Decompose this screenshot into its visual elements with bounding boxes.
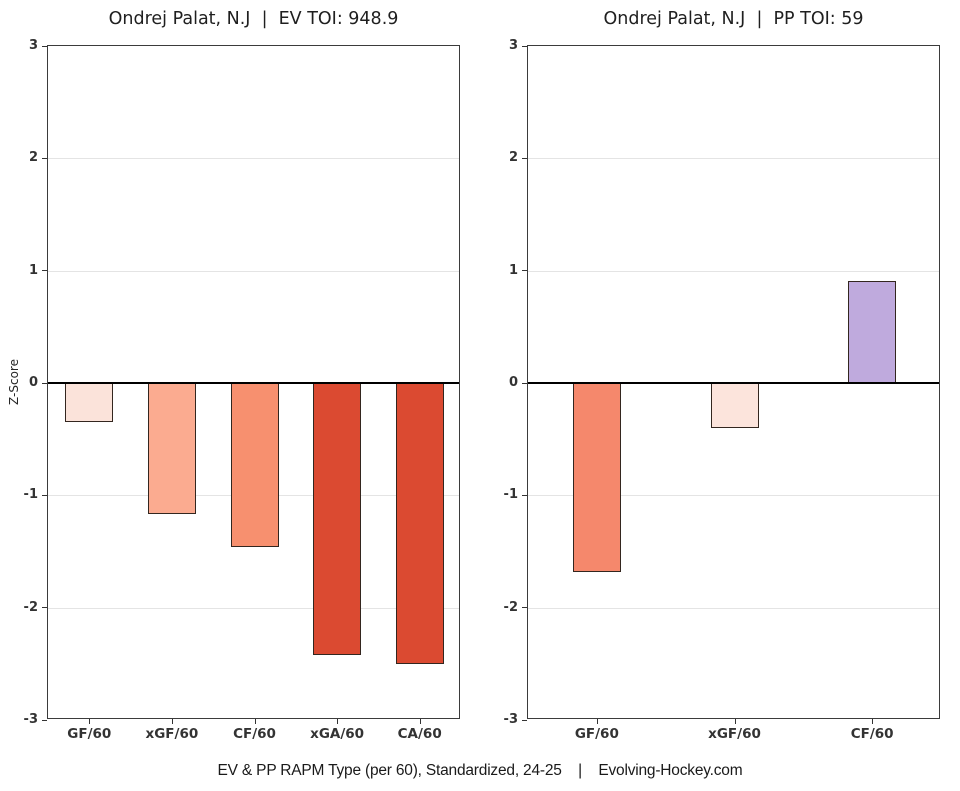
- x-tick-label: CF/60: [233, 726, 276, 742]
- x-tick-label: xGF/60: [708, 726, 761, 742]
- chart-title-pp: Ondrej Palat, N.J | PP TOI: 59: [603, 9, 864, 29]
- x-tick-label: CA/60: [397, 726, 442, 742]
- x-tick-mark: [254, 719, 256, 724]
- y-tick-label: -3: [503, 712, 518, 727]
- chart-title-ev: Ondrej Palat, N.J | EV TOI: 948.9: [108, 9, 399, 29]
- x-tick-label: GF/60: [67, 726, 112, 742]
- zero-line: [48, 382, 459, 384]
- y-tick-mark: [522, 607, 527, 609]
- y-tick-label: -3: [23, 712, 38, 727]
- gridline: [528, 495, 939, 497]
- x-tick-label: xGA/60: [310, 726, 365, 742]
- y-tick-mark: [42, 382, 47, 384]
- y-tick-label: 3: [508, 38, 518, 53]
- figure-caption: EV & PP RAPM Type (per 60), Standardized…: [217, 762, 743, 779]
- x-tick-label: GF/60: [574, 726, 619, 742]
- chart-panel-ev: 3 2 1 0 -1 -2 -3 GF/60 xGF/60 CF/60 xGA/60 CA/60: [24, 38, 460, 742]
- y-tick-label: 2: [28, 150, 38, 166]
- gridline: [48, 158, 459, 160]
- x-tick-label: xGF/60: [145, 726, 199, 742]
- x-tick-mark: [337, 719, 339, 724]
- bar-cf-60: [848, 280, 897, 383]
- x-tick-mark: [171, 719, 173, 724]
- y-tick-mark: [522, 719, 527, 721]
- y-tick-label: -2: [503, 599, 518, 615]
- y-tick-mark: [42, 719, 47, 721]
- y-tick-mark: [522, 382, 527, 384]
- y-tick-mark: [522, 157, 527, 159]
- y-tick-mark: [522, 270, 527, 272]
- chart-panel-pp: 3 2 1 0 -1 -2 -3 GF/60 xGF/60 CF/60: [504, 38, 940, 742]
- y-tick-mark: [42, 157, 47, 159]
- y-tick-label: 2: [508, 150, 518, 166]
- x-tick-mark: [872, 719, 874, 724]
- x-tick-mark: [596, 719, 598, 724]
- bar-cf-60: [230, 383, 279, 547]
- y-tick-label: 1: [508, 262, 518, 278]
- x-tick-mark: [89, 719, 91, 724]
- y-tick-label: -1: [23, 487, 38, 503]
- y-tick-mark: [42, 494, 47, 496]
- y-tick-label: 1: [28, 262, 38, 278]
- y-tick-mark: [42, 45, 47, 47]
- y-tick-mark: [42, 270, 47, 272]
- gridline: [48, 270, 459, 272]
- gridline: [528, 607, 939, 609]
- y-tick-mark: [522, 494, 527, 496]
- x-tick-label: CF/60: [850, 726, 894, 742]
- x-tick-mark: [734, 719, 736, 724]
- y-tick-label: 3: [28, 38, 38, 53]
- gridline: [528, 158, 939, 160]
- bar-gf-60: [572, 383, 621, 572]
- bar-gf-60: [65, 383, 114, 423]
- y-tick-label: -2: [23, 599, 38, 615]
- y-tick-label: 0: [508, 375, 518, 390]
- y-tick-mark: [42, 607, 47, 609]
- bar-xgf-60: [147, 383, 196, 515]
- y-tick-label: -1: [503, 487, 518, 503]
- y-tick-mark: [522, 45, 527, 47]
- gridline: [48, 607, 459, 609]
- bar-xgf-60: [710, 383, 759, 428]
- zero-line: [528, 382, 939, 384]
- bar-xga-60: [313, 383, 362, 655]
- y-tick-label: 0: [28, 375, 38, 390]
- bar-ca-60: [395, 383, 444, 664]
- x-tick-mark: [419, 719, 421, 724]
- gridline: [528, 270, 939, 272]
